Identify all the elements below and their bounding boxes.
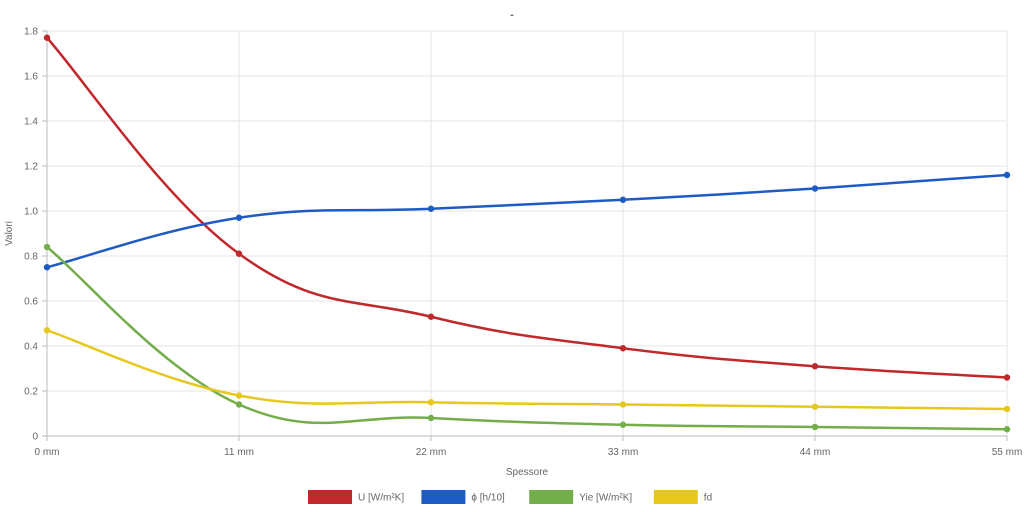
data-point[interactable] xyxy=(427,399,435,406)
legend-swatch xyxy=(308,490,352,504)
y-tick-label: 1.6 xyxy=(24,72,38,83)
y-axis-ticks: 0 0.2 0.4 0.6 0.8 1.0 1.2 1.4 1.6 1.8 xyxy=(24,27,47,443)
data-point[interactable] xyxy=(43,327,51,334)
data-point[interactable] xyxy=(235,250,243,257)
legend-label: fd xyxy=(704,493,712,504)
data-point[interactable] xyxy=(811,363,819,370)
legend: U [W/m²K] ϕ [h/10] Yie [W/m²K] fd xyxy=(308,490,712,504)
chart-title: - xyxy=(510,9,514,21)
series-1 xyxy=(43,171,1011,271)
y-axis-title: Valori xyxy=(4,221,15,246)
y-tick-label: 1.0 xyxy=(24,207,38,218)
x-tick-label: 11 mm xyxy=(224,447,254,458)
data-point[interactable] xyxy=(43,243,51,251)
y-tick-label: 0.4 xyxy=(24,342,38,353)
data-point[interactable] xyxy=(235,401,243,408)
x-axis-title: Spessore xyxy=(506,467,549,478)
legend-label: Yie [W/m²K] xyxy=(579,493,632,504)
y-tick-label: 1.2 xyxy=(24,162,38,173)
data-point[interactable] xyxy=(619,345,627,352)
data-point[interactable] xyxy=(43,34,51,41)
data-point[interactable] xyxy=(619,401,627,408)
data-point[interactable] xyxy=(811,185,819,192)
data-point[interactable] xyxy=(1003,374,1011,381)
x-tick-label: 44 mm xyxy=(800,447,831,458)
series-line xyxy=(46,329,1008,411)
data-point[interactable] xyxy=(427,313,435,320)
legend-label: ϕ [h/10] xyxy=(471,493,505,504)
series-0 xyxy=(43,34,1011,381)
y-tick-label: 0.8 xyxy=(24,252,38,263)
data-point[interactable] xyxy=(43,264,51,271)
legend-item[interactable]: ϕ [h/10] xyxy=(421,490,505,504)
legend-swatch xyxy=(529,490,574,504)
data-point[interactable] xyxy=(619,196,627,203)
legend-item[interactable]: U [W/m²K] xyxy=(308,490,404,504)
series-2 xyxy=(43,243,1011,433)
legend-swatch xyxy=(421,490,466,504)
y-tick-label: 1.4 xyxy=(24,117,38,128)
x-tick-label: 55 mm xyxy=(992,447,1023,458)
data-point[interactable] xyxy=(427,205,435,212)
legend-item[interactable]: Yie [W/m²K] xyxy=(529,490,632,504)
y-tick-label: 1.8 xyxy=(24,27,38,38)
legend-label: U [W/m²K] xyxy=(358,493,404,504)
data-point[interactable] xyxy=(619,421,627,428)
y-tick-label: 0.6 xyxy=(24,297,38,308)
data-point[interactable] xyxy=(427,414,435,422)
x-axis-ticks: 0 mm 11 mm 22 mm 33 mm 44 mm 55 mm xyxy=(35,436,1023,458)
data-point[interactable] xyxy=(811,403,819,410)
series-3 xyxy=(43,327,1011,413)
legend-item[interactable]: fd xyxy=(653,490,712,504)
y-tick-label: 0 xyxy=(32,432,38,443)
data-point[interactable] xyxy=(235,392,243,399)
data-point[interactable] xyxy=(1003,171,1011,179)
data-point[interactable] xyxy=(235,214,243,221)
data-point[interactable] xyxy=(1003,426,1011,433)
data-point[interactable] xyxy=(1003,405,1011,413)
x-tick-label: 0 mm xyxy=(35,447,60,458)
data-point[interactable] xyxy=(811,423,819,431)
series-line xyxy=(46,36,1008,379)
x-tick-label: 22 mm xyxy=(416,447,447,458)
series-group xyxy=(43,34,1011,433)
x-tick-label: 33 mm xyxy=(608,447,639,458)
series-line xyxy=(46,246,1008,431)
y-tick-label: 0.2 xyxy=(24,387,38,398)
series-line xyxy=(46,173,1008,269)
legend-swatch xyxy=(653,490,698,504)
